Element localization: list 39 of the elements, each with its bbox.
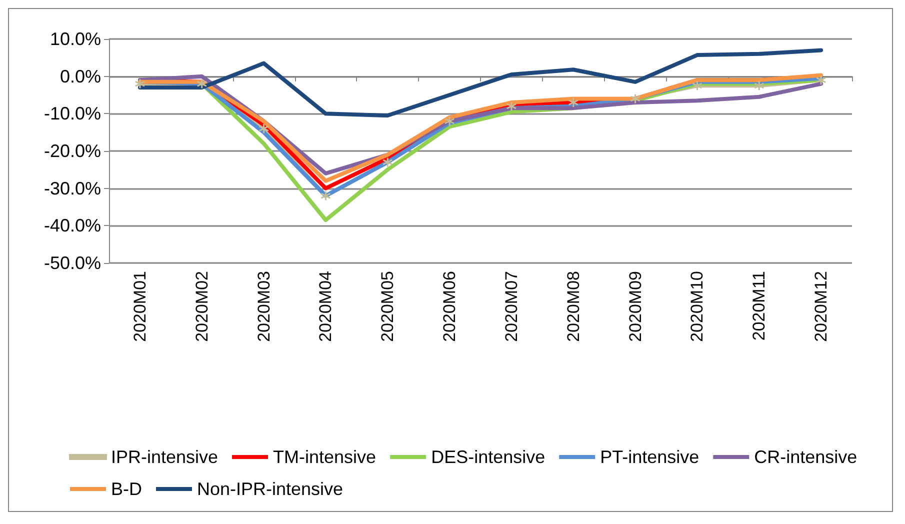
y-tick-label: -10.0% <box>44 104 101 124</box>
x-tick-label: 2020M01 <box>130 271 150 342</box>
x-tick-label: 2020M06 <box>440 271 460 342</box>
point <box>196 78 208 90</box>
point <box>444 116 455 126</box>
y-tick-label: -50.0% <box>44 253 101 273</box>
legend-label: Non-IPR-intensive <box>197 479 344 499</box>
legend-label: IPR-intensive <box>111 447 218 467</box>
y-tick-label: -20.0% <box>44 141 101 161</box>
legend-label: DES-intensive <box>431 447 546 467</box>
x-tick-label: 2020M04 <box>316 271 336 342</box>
legend-label: TM-intensive <box>273 447 376 467</box>
point <box>320 190 331 202</box>
y-tick-label: 10.0% <box>50 29 101 49</box>
y-tick-label: -30.0% <box>44 178 101 198</box>
point <box>754 80 764 91</box>
point <box>382 156 393 168</box>
point <box>630 93 641 104</box>
point <box>568 97 579 108</box>
x-tick-label: 2020M03 <box>254 271 274 342</box>
y-tick-label: -40.0% <box>44 216 101 236</box>
x-tick-label: 2020M10 <box>688 271 707 342</box>
point <box>134 78 146 90</box>
point <box>816 74 826 86</box>
legend-label: CR-intensive <box>754 447 858 467</box>
point <box>692 80 702 91</box>
point <box>258 123 270 134</box>
legend-label: B-D <box>111 479 142 499</box>
x-tick-label: 2020M08 <box>564 271 583 342</box>
y-tick-label: 0.0% <box>60 66 101 86</box>
legend-label: PT-intensive <box>600 447 700 467</box>
x-tick-label: 2020M05 <box>378 271 398 342</box>
x-tick-label: 2020M12 <box>812 271 831 342</box>
x-tick-label: 2020M11 <box>750 271 769 341</box>
x-tick-label: 2020M07 <box>502 271 521 342</box>
line-series <box>138 48 824 118</box>
x-tick-label: 2020M02 <box>192 271 212 342</box>
x-tick-label: 2020M09 <box>626 271 645 342</box>
point <box>506 100 517 112</box>
